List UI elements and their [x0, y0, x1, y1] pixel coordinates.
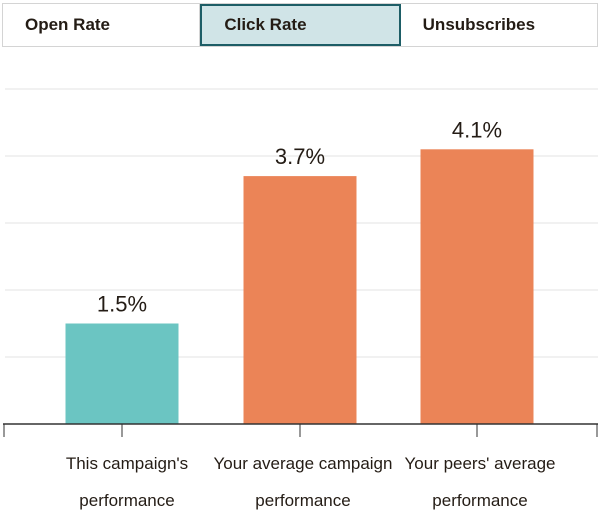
tab-open-rate-label: Open Rate	[25, 15, 111, 34]
category-label-average-campaign: Your average campaign performance	[203, 445, 403, 519]
category-label-peers-average-line1: Your peers' average	[404, 454, 556, 473]
tab-click-rate[interactable]: Click Rate	[200, 4, 401, 46]
bar-1	[65, 323, 179, 424]
category-label-average-campaign-line2: performance	[255, 491, 351, 510]
bar-value-label-2: 3.7%	[275, 144, 325, 169]
category-label-average-campaign-line1: Your average campaign	[213, 454, 393, 473]
category-label-this-campaign-line1: This campaign's	[65, 454, 189, 473]
bar-2	[243, 176, 357, 424]
tab-unsubscribes-label: Unsubscribes	[422, 15, 536, 34]
category-label-this-campaign-line2: performance	[79, 491, 175, 510]
bar-value-label-1: 1.5%	[97, 292, 147, 317]
category-label-this-campaign: This campaign's performance	[27, 445, 227, 519]
tab-click-rate-label: Click Rate	[224, 15, 307, 34]
metric-tabs: Open Rate Click Rate Unsubscribes	[2, 3, 598, 47]
tab-open-rate[interactable]: Open Rate	[3, 4, 201, 46]
bar-value-label-3: 4.1%	[452, 117, 502, 142]
category-label-peers-average-line2: performance	[432, 491, 528, 510]
bar-3	[420, 149, 534, 425]
category-label-peers-average: Your peers' average performance	[380, 445, 580, 519]
tab-unsubscribes[interactable]: Unsubscribes	[401, 4, 597, 46]
